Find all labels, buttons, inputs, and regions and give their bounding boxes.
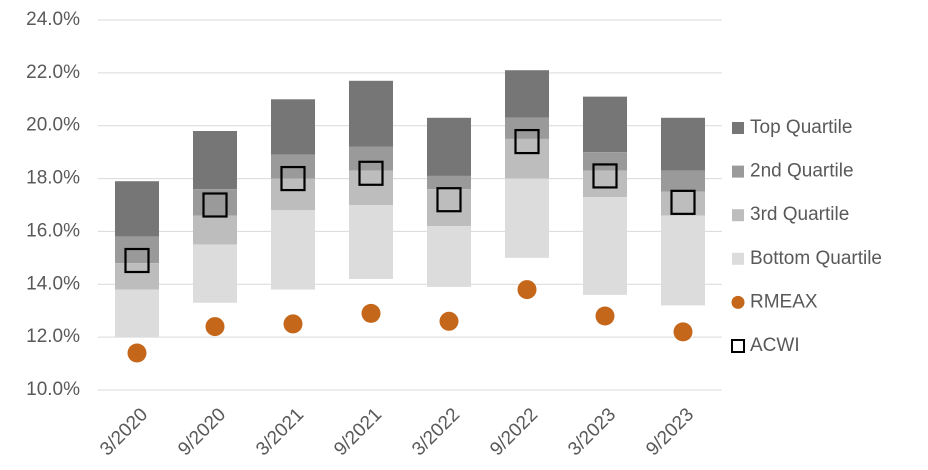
- bar-segment: [505, 70, 549, 118]
- x-tick-label: 9/2023: [642, 404, 698, 460]
- legend-swatch: [731, 339, 745, 353]
- y-tick-label: 22.0%: [26, 62, 80, 83]
- point: [127, 343, 147, 363]
- bar-segment: [661, 117, 705, 171]
- bar-segment: [505, 117, 549, 139]
- bar-segment: [349, 205, 393, 279]
- bar-segment: [661, 191, 705, 216]
- bar-segment: [349, 170, 393, 205]
- x-tick-label: 9/2020: [174, 404, 230, 460]
- point: [202, 192, 228, 218]
- bar-segment: [115, 263, 159, 290]
- x-tick-label: 9/2022: [486, 404, 542, 460]
- legend-label: RMEAX: [750, 291, 818, 312]
- y-tick-label: 14.0%: [26, 273, 80, 294]
- x-tick-label: 9/2021: [330, 404, 386, 460]
- point: [361, 303, 381, 323]
- legend-label: Bottom Quartile: [750, 248, 882, 269]
- bar-segment: [583, 96, 627, 153]
- bar-segment: [505, 138, 549, 179]
- bar-segment: [583, 197, 627, 295]
- x-tick-label: 3/2020: [96, 404, 152, 460]
- point: [439, 311, 459, 331]
- bar-segment: [115, 289, 159, 338]
- x-tick-label: 3/2023: [564, 404, 620, 460]
- bar-segment: [349, 146, 393, 171]
- legend-swatch: [732, 165, 744, 178]
- point: [517, 280, 537, 300]
- y-tick-label: 10.0%: [26, 379, 80, 400]
- bar-segment: [661, 215, 705, 306]
- point: [595, 306, 615, 326]
- legend-label: 3rd Quartile: [750, 204, 849, 225]
- bar-segment: [271, 178, 315, 211]
- bar-segment: [193, 215, 237, 245]
- bar-segment: [115, 181, 159, 237]
- bar-segment: [271, 210, 315, 290]
- bar-segment: [427, 175, 471, 190]
- point: [673, 322, 693, 342]
- legend-label: 2nd Quartile: [750, 161, 854, 182]
- legend-swatch: [732, 122, 744, 134]
- x-tick-label: 3/2022: [408, 404, 464, 460]
- y-tick-label: 18.0%: [26, 168, 80, 189]
- y-tick-label: 24.0%: [26, 9, 80, 30]
- legend-swatch: [732, 252, 744, 265]
- legend-label: Top Quartile: [750, 117, 852, 138]
- bar-segment: [427, 117, 471, 176]
- bar-segment: [583, 152, 627, 171]
- legend-swatch: [731, 295, 745, 309]
- bar-segment: [583, 170, 627, 198]
- legend-label: ACWI: [750, 335, 800, 356]
- point: [592, 163, 618, 189]
- bar-segment: [193, 131, 237, 190]
- bar-segment: [349, 80, 393, 147]
- point: [436, 187, 462, 213]
- point: [283, 314, 303, 334]
- point: [514, 128, 540, 155]
- legend-swatch: [732, 209, 744, 222]
- bar-segment: [505, 178, 549, 258]
- bar-segment: [427, 226, 471, 287]
- y-tick-label: 16.0%: [26, 220, 80, 241]
- point: [358, 160, 384, 186]
- point: [124, 247, 150, 274]
- y-tick-label: 12.0%: [26, 326, 80, 347]
- point: [280, 165, 306, 192]
- x-tick-label: 3/2021: [252, 404, 308, 460]
- bar-segment: [661, 170, 705, 192]
- y-tick-label: 20.0%: [26, 115, 80, 136]
- bar-segment: [427, 189, 471, 227]
- bar-segment: [271, 99, 315, 155]
- point: [670, 189, 696, 215]
- bar-segment: [193, 244, 237, 303]
- point: [205, 317, 225, 337]
